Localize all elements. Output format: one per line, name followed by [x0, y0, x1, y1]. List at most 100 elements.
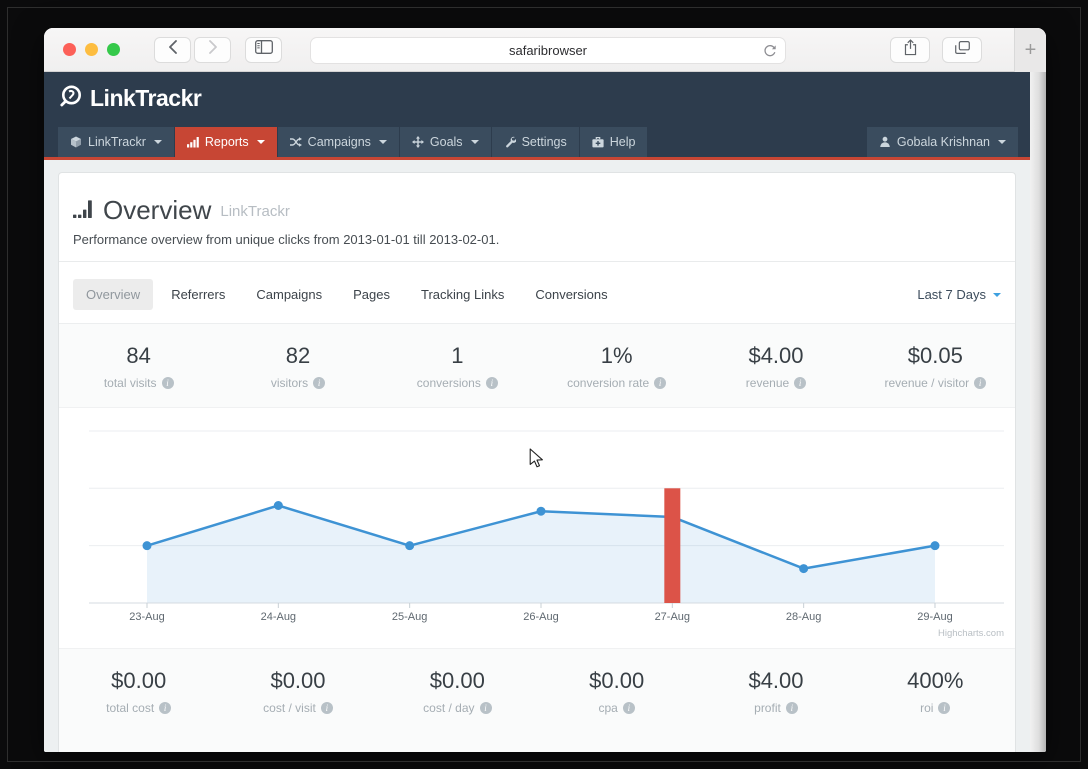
stat-cost-visit: $0.00 cost / visit i	[218, 668, 377, 735]
info-icon[interactable]: i	[974, 377, 987, 389]
page-title: Overview	[103, 195, 212, 225]
shuffle-icon	[289, 136, 302, 148]
forward-icon	[208, 40, 218, 59]
stat-label: total visits i	[59, 376, 218, 390]
highcharts-credit: Highcharts.com	[938, 628, 1004, 639]
zoom-window-button[interactable]	[107, 43, 120, 56]
main-nav: LinkTrackr Reports Campaigns Goals Settings H…	[58, 127, 1018, 157]
stat-label-text: conversions	[416, 376, 481, 390]
stat-value: $0.00	[429, 668, 485, 693]
tabs-icon	[954, 41, 970, 59]
caret-down-icon	[378, 140, 387, 144]
stat-value: 82	[285, 343, 311, 368]
info-icon[interactable]: i	[938, 702, 951, 714]
user-menu[interactable]: Gobala Krishnan	[866, 127, 1018, 157]
overview-card: Overview LinkTrackr Performance overview…	[58, 172, 1016, 752]
browser-window: + LinkTrackr LinkTrackr Reports Campaigns G…	[44, 28, 1046, 752]
page-subtitle: Performance overview from unique clicks …	[73, 232, 500, 247]
info-icon[interactable]: i	[622, 702, 635, 714]
cube-icon	[70, 136, 82, 148]
stat-label: cost / visit i	[218, 701, 377, 715]
share-button[interactable]	[890, 37, 930, 63]
caret-down-icon	[998, 140, 1006, 144]
nav-item-linktrackr[interactable]: LinkTrackr	[58, 127, 174, 157]
nav-item-label: Gobala Krishnan	[896, 135, 990, 149]
info-icon[interactable]: i	[313, 377, 326, 389]
refresh-icon[interactable]	[763, 44, 777, 63]
report-tabs: Overview Referrers Campaigns Pages Tracking …	[59, 262, 1015, 324]
minimize-window-button[interactable]	[85, 43, 98, 56]
nav-item-settings[interactable]: Settings	[491, 127, 579, 157]
tab-overview-button[interactable]	[942, 37, 982, 63]
stat-label-text: profit	[754, 701, 781, 715]
info-icon[interactable]: i	[161, 377, 174, 389]
brand-name: LinkTrackr	[90, 85, 202, 111]
svg-text:27-Aug: 27-Aug	[655, 611, 690, 623]
overview-chart[interactable]: 23-Aug 24-Aug 25-Aug 26-Aug 27-Aug 28-Aug 29-A…	[89, 408, 1004, 645]
info-icon[interactable]: i	[485, 377, 498, 389]
sidebar-icon	[254, 40, 273, 59]
stat-profit: $4.00 profit i	[696, 668, 855, 735]
chart-area: 23-Aug 24-Aug 25-Aug 26-Aug 27-Aug 28-Aug 29-A…	[59, 408, 1015, 648]
new-tab-button[interactable]: +	[1014, 28, 1046, 72]
page-title-suffix: LinkTrackr	[220, 203, 290, 220]
browser-forward-button[interactable]	[194, 36, 231, 63]
nav-item-reports[interactable]: Reports	[174, 127, 277, 157]
info-icon[interactable]: i	[159, 702, 172, 714]
close-window-button[interactable]	[63, 43, 76, 56]
info-icon[interactable]: i	[785, 702, 798, 714]
nav-item-label: Help	[609, 135, 636, 149]
svg-text:28-Aug: 28-Aug	[786, 611, 821, 623]
nav-item-label: Reports	[204, 135, 249, 149]
nav-item-goals[interactable]: Goals	[399, 127, 491, 157]
stat-value: $0.00	[111, 668, 167, 693]
tab-overview[interactable]: Overview	[73, 279, 154, 310]
stat-total-cost: $0.00 total cost i	[59, 668, 218, 735]
stat-cpa: $0.00 cpa i	[537, 668, 696, 735]
stat-label: conversion rate i	[537, 376, 696, 390]
stat-label: cost / day i	[378, 701, 537, 715]
svg-text:29-Aug: 29-Aug	[917, 611, 952, 623]
address-input[interactable]	[311, 38, 785, 63]
info-icon[interactable]: i	[794, 377, 807, 389]
tab-conversions[interactable]: Conversions	[535, 287, 608, 302]
date-range-label: Last 7 Days	[917, 287, 986, 302]
date-range-selector[interactable]: Last 7 Days	[917, 287, 1001, 302]
info-icon[interactable]: i	[654, 377, 667, 389]
stat-label-text: cost / day	[423, 701, 475, 715]
stat-label: total cost i	[59, 701, 218, 715]
stat-value: 1%	[600, 343, 633, 368]
stat-label-text: total cost	[106, 701, 155, 715]
tab-referrers[interactable]: Referrers	[171, 287, 226, 302]
scrollbar-track[interactable]	[1030, 72, 1046, 752]
stat-roi: 400% roi i	[856, 668, 1015, 735]
stat-value: $4.00	[748, 668, 804, 693]
address-bar[interactable]	[310, 37, 786, 64]
page-content: Overview LinkTrackr Performance overview…	[44, 160, 1030, 752]
tab-campaigns[interactable]: Campaigns	[256, 287, 323, 302]
signal-icon	[73, 200, 94, 223]
sidebar-toggle-button[interactable]	[245, 36, 282, 63]
stat-label: revenue / visitor i	[856, 376, 1015, 390]
stat-value: 84	[126, 343, 151, 368]
medkit-icon	[592, 136, 604, 148]
info-icon[interactable]: i	[479, 702, 492, 714]
stat-revenue-visitor: $0.05 revenue / visitor i	[856, 343, 1015, 390]
info-icon[interactable]: i	[320, 702, 333, 714]
plus-icon: +	[1024, 38, 1037, 61]
stat-total-visits: 84 total visits i	[59, 343, 218, 390]
stat-label-text: revenue	[745, 376, 790, 390]
stat-label: revenue i	[696, 376, 855, 390]
app-logo[interactable]: LinkTrackr	[58, 83, 202, 114]
stats-row-bottom: $0.00 total cost i $0.00 cost / visit i $0.00 c…	[59, 648, 1015, 752]
nav-item-campaigns[interactable]: Campaigns	[277, 127, 399, 157]
svg-text:26-Aug: 26-Aug	[523, 611, 558, 623]
wrench-icon	[504, 136, 516, 148]
browser-back-button[interactable]	[154, 36, 191, 63]
tab-tracking-links[interactable]: Tracking Links	[421, 287, 505, 302]
svg-text:25-Aug: 25-Aug	[392, 611, 427, 623]
nav-item-help[interactable]: Help	[579, 127, 648, 157]
stat-value: $0.05	[907, 343, 963, 368]
mouse-cursor	[529, 448, 544, 474]
tab-pages[interactable]: Pages	[353, 287, 391, 302]
